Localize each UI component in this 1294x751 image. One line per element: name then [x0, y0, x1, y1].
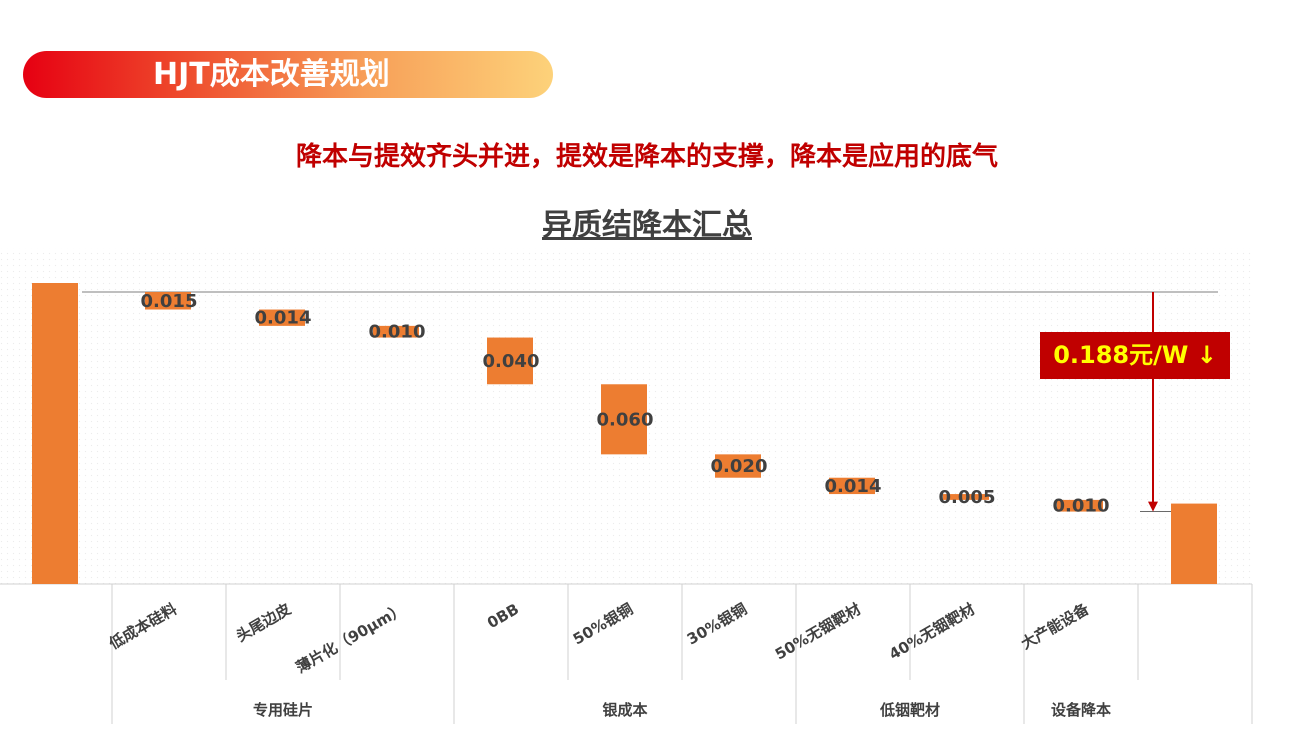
data-label-3: 0.010	[369, 322, 426, 343]
group-label-3: 低铟靶材	[879, 701, 940, 719]
data-label-8: 0.005	[939, 487, 996, 508]
bar-step-5	[601, 384, 647, 455]
data-label-7: 0.014	[825, 476, 882, 497]
bar-end-total	[1171, 503, 1217, 584]
category-label-5: 50%银铜	[570, 600, 636, 649]
bar-step-9	[1057, 499, 1103, 512]
category-label-1: 低成本硅料	[105, 600, 180, 654]
data-label-9: 0.010	[1053, 496, 1110, 517]
category-label-9: 大产能设备	[1018, 599, 1093, 653]
bar-step-1	[145, 292, 191, 310]
bar-step-8	[943, 494, 989, 500]
bar-step-4	[487, 337, 533, 385]
title-banner	[23, 51, 553, 98]
category-label-6: 30%银铜	[684, 600, 750, 649]
data-label-5: 0.060	[597, 409, 654, 430]
bar-start-total	[32, 283, 78, 584]
bar-step-3	[373, 325, 419, 338]
page-title: HJT成本改善规划	[153, 57, 390, 92]
data-label-4: 0.040	[483, 351, 540, 372]
category-label-4: 0BB	[484, 600, 522, 632]
data-label-1: 0.015	[141, 291, 198, 312]
bar-step-2	[259, 309, 305, 326]
data-label-2: 0.014	[255, 308, 312, 329]
chart-title: 异质结降本汇总	[542, 208, 752, 243]
group-label-2: 银成本	[602, 701, 647, 719]
group-label-4: 设备降本	[1051, 701, 1111, 719]
category-label-8: 40%无铟靶材	[886, 600, 978, 664]
group-label-1: 专用硅片	[253, 701, 313, 719]
category-label-2: 头尾边皮	[233, 600, 294, 646]
data-label-6: 0.020	[711, 456, 768, 477]
bar-step-6	[715, 454, 761, 478]
category-label-7: 50%无铟靶材	[772, 600, 864, 664]
slogan: 降本与提效齐头并进，提效是降本的支撑，降本是应用的底气	[295, 142, 998, 172]
total-reduction-callout: 0.188元/W ↓	[1040, 332, 1230, 379]
bar-step-7	[829, 477, 875, 495]
category-label-3: 薄片化（90μm）	[293, 600, 408, 677]
reduction-arrow-head	[1148, 501, 1158, 512]
